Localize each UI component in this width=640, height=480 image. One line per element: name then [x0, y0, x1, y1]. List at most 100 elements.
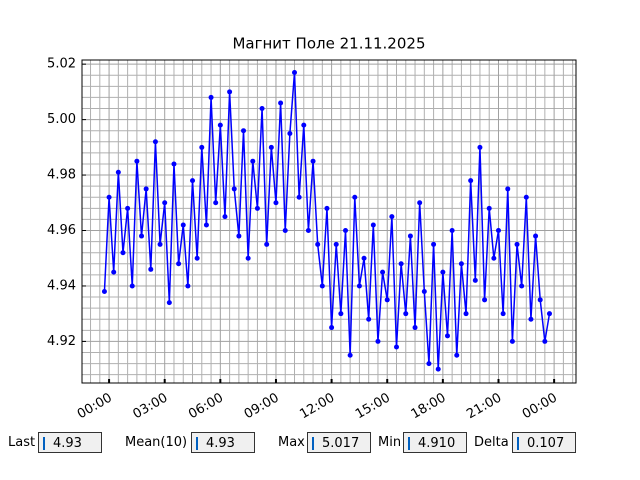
y-tick-label: 5.02: [47, 57, 76, 72]
data-point: [528, 316, 534, 322]
data-point: [241, 128, 247, 134]
data-point: [180, 222, 186, 228]
data-point: [505, 186, 511, 192]
data-point: [268, 144, 274, 150]
data-point: [366, 316, 372, 322]
x-tick-label: 06:00: [186, 391, 226, 423]
data-point: [500, 311, 506, 317]
data-point: [120, 250, 126, 256]
data-point: [264, 241, 270, 247]
data-point: [292, 69, 298, 75]
data-point: [134, 158, 140, 164]
x-tick-label: 00:00: [520, 391, 560, 423]
data-point: [245, 255, 251, 261]
data-point: [129, 283, 135, 289]
data-point: [305, 228, 311, 234]
data-point: [125, 205, 131, 211]
data-point: [148, 266, 154, 272]
data-point: [250, 158, 256, 164]
data-point: [139, 233, 145, 239]
data-point: [412, 325, 418, 331]
data-point: [482, 297, 488, 303]
data-point: [231, 186, 237, 192]
data-point: [213, 200, 219, 206]
data-point: [236, 233, 242, 239]
data-line: [103, 72, 551, 370]
y-tick-label: 4.94: [47, 278, 76, 293]
data-point: [426, 361, 432, 367]
data-point: [509, 338, 515, 344]
data-point: [380, 269, 386, 275]
y-tick-label: 4.98: [47, 168, 76, 183]
x-tick-label: 15:00: [353, 391, 393, 423]
x-tick-label: 12:00: [297, 391, 337, 423]
data-point: [171, 161, 177, 167]
data-point: [519, 283, 525, 289]
data-point: [542, 338, 548, 344]
data-point: [440, 269, 446, 275]
data-point: [417, 200, 423, 206]
data-point: [106, 194, 112, 200]
x-tick-label: 09:00: [242, 391, 282, 423]
y-tick-label: 4.92: [47, 334, 76, 349]
data-point: [190, 178, 196, 184]
data-point: [115, 169, 121, 175]
data-point: [259, 106, 265, 112]
data-point: [208, 94, 214, 100]
data-point: [315, 241, 321, 247]
data-point: [421, 289, 427, 295]
data-point: [222, 214, 228, 220]
x-tick-label: 21:00: [464, 391, 504, 423]
data-point: [217, 122, 223, 128]
data-point: [278, 100, 284, 106]
x-tick-label: 03:00: [131, 391, 171, 423]
data-point: [370, 222, 376, 228]
x-tick-label: 00:00: [75, 391, 115, 423]
data-point: [486, 205, 492, 211]
status-label: Delta: [474, 435, 509, 450]
data-point: [176, 261, 182, 267]
data-point: [523, 194, 529, 200]
status-value: 0.107: [512, 432, 576, 453]
data-point: [477, 144, 483, 150]
status-value: 5.017: [307, 432, 371, 453]
data-point: [361, 255, 367, 261]
data-point: [166, 300, 172, 306]
data-point: [375, 338, 381, 344]
data-point: [435, 366, 441, 372]
data-point: [203, 222, 209, 228]
data-point: [491, 255, 497, 261]
data-point: [347, 352, 353, 358]
data-point: [431, 241, 437, 247]
data-point: [319, 283, 325, 289]
data-point: [403, 311, 409, 317]
chart: Магнит Поле 21.11.2025 4.92 4.94 4.96 4.98 5…: [47, 35, 577, 423]
data-point: [537, 297, 543, 303]
data-point: [273, 200, 279, 206]
data-point: [444, 333, 450, 339]
data-point: [449, 228, 455, 234]
data-point: [152, 139, 158, 145]
data-point: [398, 261, 404, 267]
data-point: [472, 277, 478, 283]
data-point: [468, 178, 474, 184]
data-point: [101, 289, 107, 295]
data-point: [333, 241, 339, 247]
data-point: [458, 261, 464, 267]
status-label: Last: [8, 435, 36, 450]
data-point: [356, 283, 362, 289]
chart-title: Магнит Поле 21.11.2025: [232, 35, 425, 53]
data-point: [111, 269, 117, 275]
data-point: [310, 158, 316, 164]
status-value: 4.93: [191, 432, 255, 453]
data-point: [162, 200, 168, 206]
data-point: [282, 228, 288, 234]
data-point: [287, 130, 293, 136]
data-point: [296, 194, 302, 200]
x-tick-label: 18:00: [409, 391, 449, 423]
data-point: [463, 311, 469, 317]
y-tick-label: 5.00: [47, 112, 76, 127]
data-point: [301, 122, 307, 128]
data-point: [324, 205, 330, 211]
y-tick-label: 4.96: [47, 223, 76, 238]
